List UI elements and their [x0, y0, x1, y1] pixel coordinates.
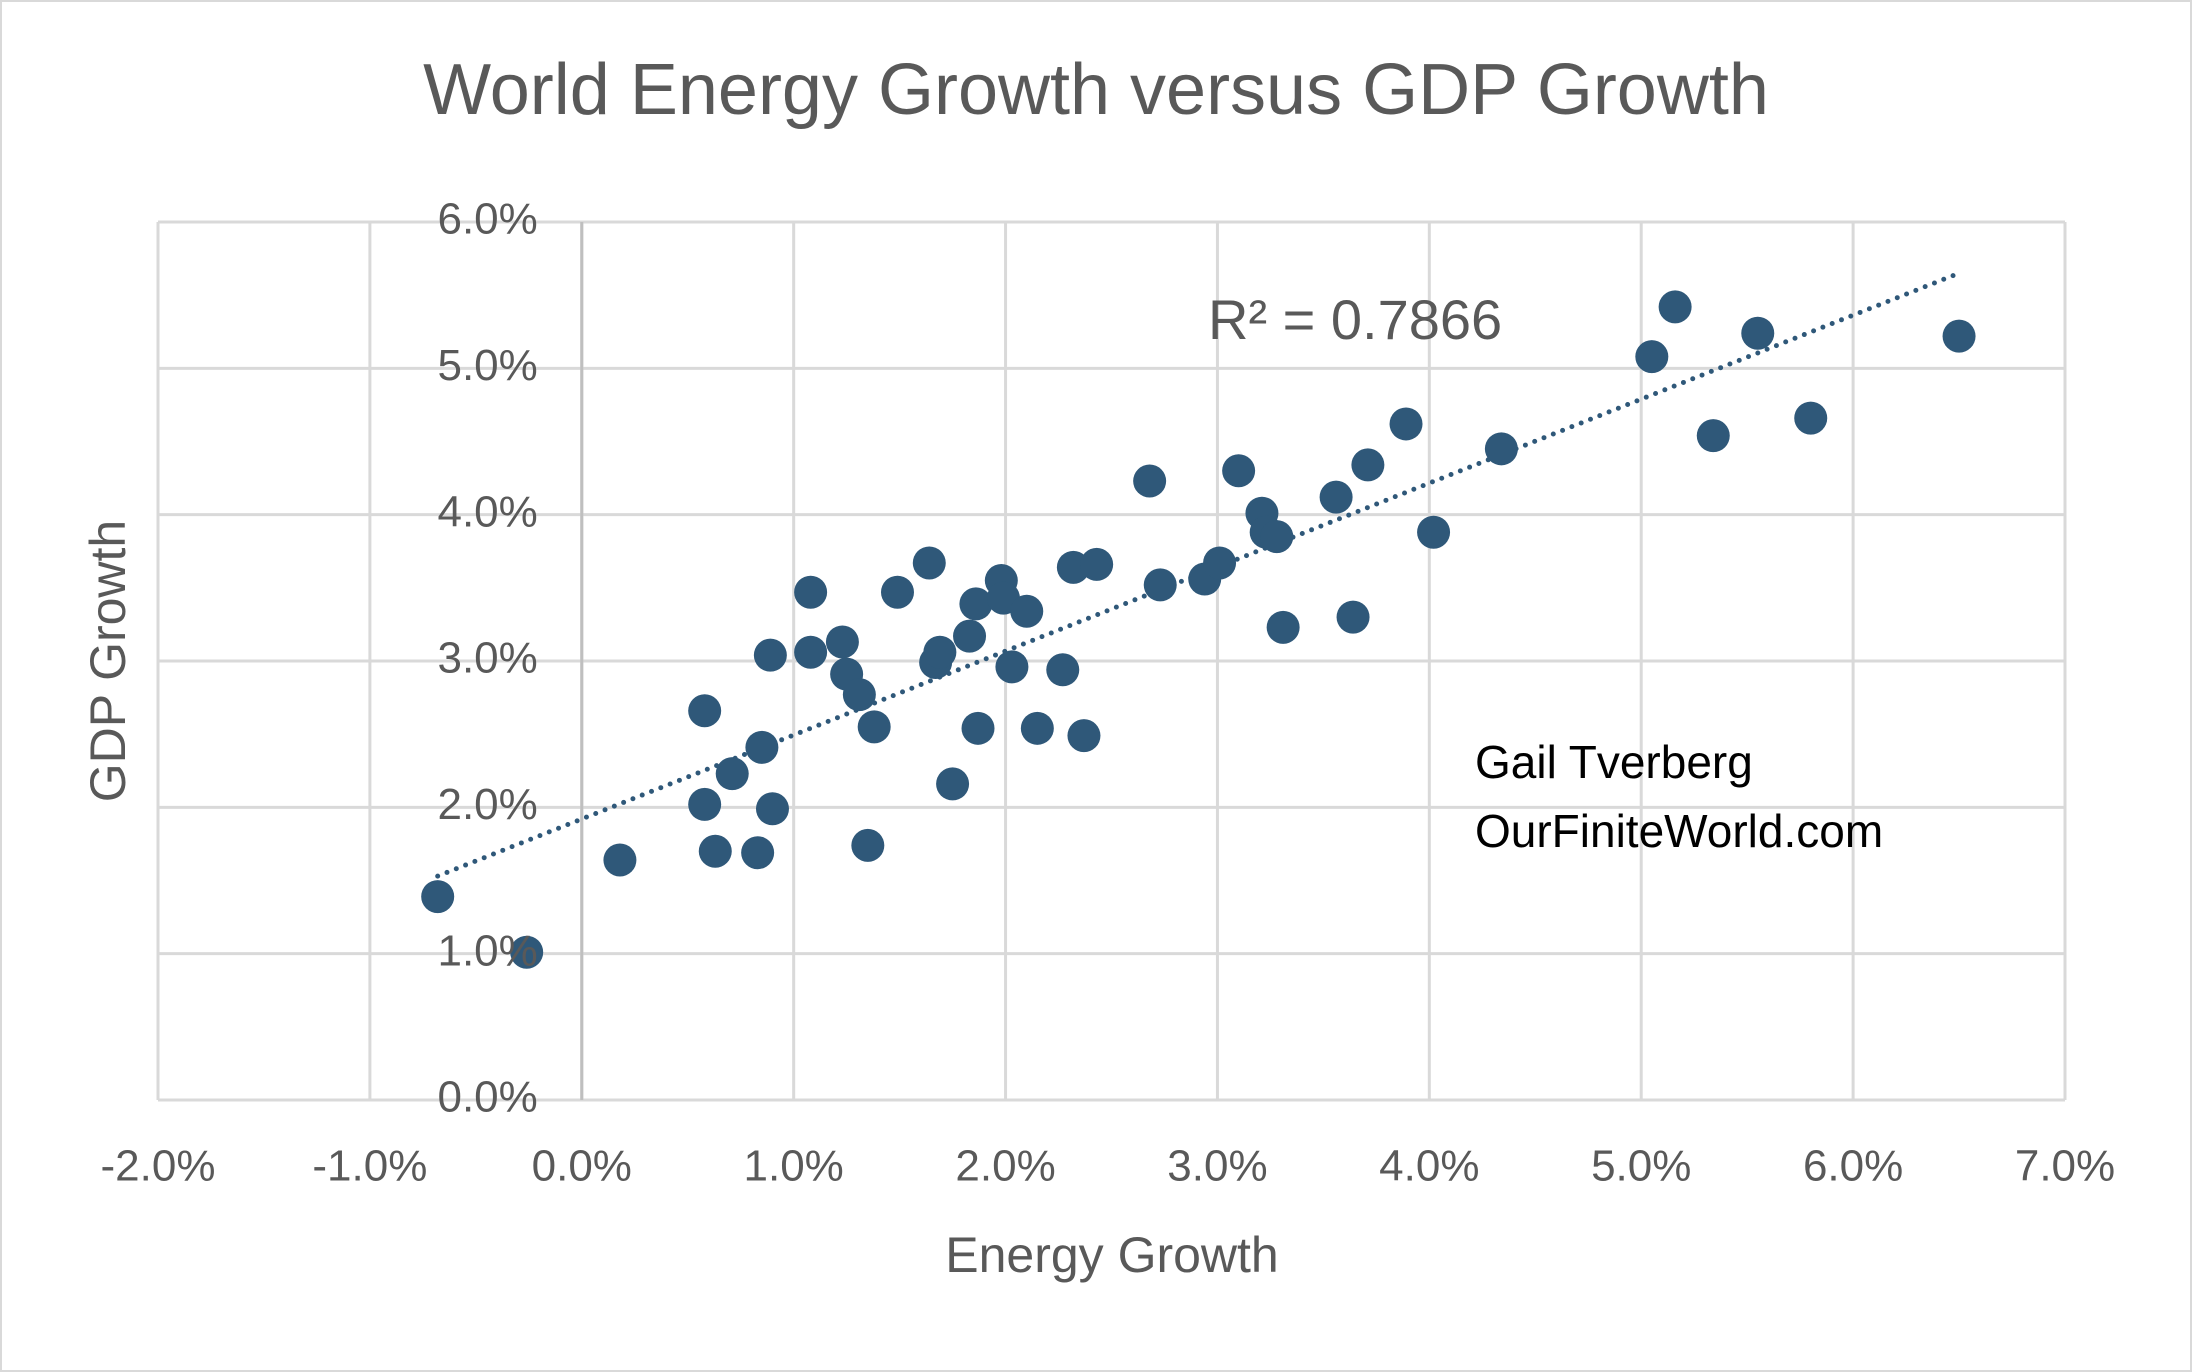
data-point	[1143, 568, 1177, 602]
x-tick-label: 0.0%	[532, 1142, 632, 1191]
data-point	[880, 575, 914, 609]
data-point	[1260, 520, 1294, 554]
data-point	[603, 843, 637, 877]
data-point	[825, 625, 859, 659]
data-point	[1203, 546, 1237, 580]
data-point	[1389, 407, 1423, 441]
data-point	[688, 787, 722, 821]
grid	[156, 220, 2067, 1102]
data-point	[688, 694, 722, 728]
data-point	[1696, 419, 1730, 453]
data-point	[842, 678, 876, 712]
x-tick-label: 3.0%	[1167, 1142, 1267, 1191]
data-point	[851, 828, 885, 862]
data-point	[923, 635, 957, 669]
plot-area	[421, 270, 1976, 969]
data-point	[1794, 401, 1828, 435]
x-axis-title: Energy Growth	[945, 1227, 1278, 1283]
data-point	[1080, 547, 1114, 581]
data-point	[1351, 448, 1385, 482]
data-point	[794, 635, 828, 669]
data-point	[953, 619, 987, 653]
r-squared: R² = 0.7866	[1208, 288, 1502, 351]
data-point	[510, 935, 544, 969]
data-point	[755, 792, 789, 826]
x-tick-label: 6.0%	[1803, 1142, 1903, 1191]
chart-title: World Energy Growth versus GDP Growth	[423, 50, 1769, 130]
y-tick-label: 2.0%	[437, 780, 537, 829]
labels: -2.0% -1.0% 0.0% 1.0% 2.0% 3.0% 4.0% 5.0% 6.0% 7.…	[101, 195, 2116, 1191]
data-point	[1942, 319, 1976, 353]
y-tick-label: 4.0%	[437, 487, 537, 536]
author-note: Gail Tverberg	[1475, 736, 1753, 788]
y-tick-label: 0.0%	[437, 1073, 537, 1122]
x-tick-label: -2.0%	[101, 1142, 216, 1191]
data-point	[794, 575, 828, 609]
data-point	[421, 880, 455, 914]
site-note: OurFiniteWorld.com	[1475, 805, 1883, 857]
data-point	[961, 711, 995, 745]
data-point	[936, 767, 970, 801]
data-point	[959, 587, 993, 621]
x-tick-label: 7.0%	[2015, 1142, 2115, 1191]
data-point	[1484, 432, 1518, 466]
data-point	[753, 638, 787, 672]
y-tick-label: 3.0%	[437, 634, 537, 683]
y-tick-label: 5.0%	[437, 341, 537, 390]
data-point	[1020, 711, 1054, 745]
data-point	[1658, 290, 1692, 324]
y-tick-label: 1.0%	[437, 926, 537, 975]
data-point	[1319, 480, 1353, 514]
x-tick-label: -1.0%	[312, 1142, 427, 1191]
data-point	[1741, 316, 1775, 350]
data-point	[745, 730, 779, 764]
data-point	[1635, 340, 1669, 374]
data-point	[741, 836, 775, 870]
data-point	[1010, 594, 1044, 628]
x-tick-label: 1.0%	[744, 1142, 844, 1191]
data-point	[1336, 600, 1370, 634]
data-point	[1417, 515, 1451, 549]
x-tick-label: 2.0%	[955, 1142, 1055, 1191]
data-point	[1046, 653, 1080, 687]
data-point	[1067, 719, 1101, 753]
data-point	[912, 546, 946, 580]
data-point	[995, 650, 1029, 684]
x-tick-label: 4.0%	[1379, 1142, 1479, 1191]
data-point	[1222, 454, 1256, 488]
x-tick-label: 5.0%	[1591, 1142, 1691, 1191]
data-point	[1133, 464, 1167, 498]
data-point	[1266, 610, 1300, 644]
y-axis-title: GDP Growth	[80, 520, 136, 803]
data-point	[715, 757, 749, 791]
data-point	[857, 710, 891, 744]
data-point	[698, 834, 732, 868]
y-tick-label: 6.0%	[437, 195, 537, 244]
